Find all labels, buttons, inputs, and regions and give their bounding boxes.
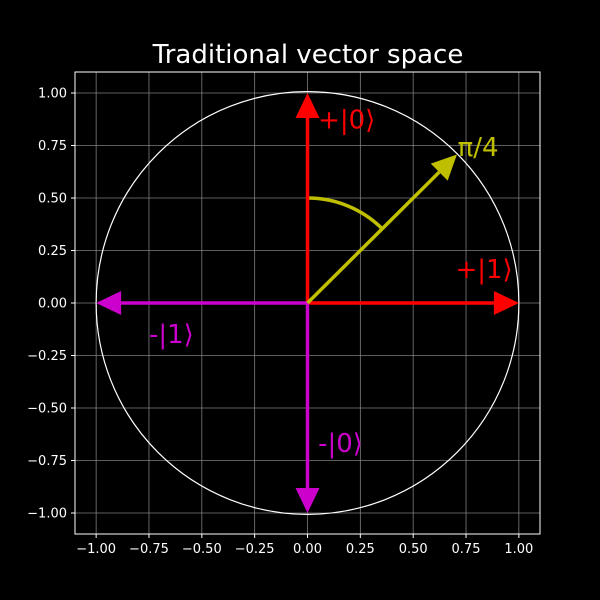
y-tick-label: −1.00 bbox=[27, 507, 67, 522]
chart-title: Traditional vector space bbox=[152, 40, 464, 70]
vector-head bbox=[430, 154, 457, 181]
vector-label: +|0⟩ bbox=[318, 106, 375, 136]
tick-layer: −1.00 −0.75 −0.50 −0.25 0.00 0.25 0.50 0.75 1.00… bbox=[27, 87, 533, 558]
vector-arrow bbox=[307, 291, 519, 315]
vector-label: +|1⟩ bbox=[455, 255, 512, 285]
x-tick-label: 1.00 bbox=[504, 542, 533, 557]
y-tick-label: −0.50 bbox=[27, 402, 67, 417]
x-tick-label: −0.50 bbox=[182, 542, 222, 557]
vector-layer bbox=[96, 93, 519, 513]
angle-arc-layer bbox=[307, 196, 384, 230]
y-tick-label: 0.50 bbox=[38, 192, 67, 207]
y-tick-label: 0.00 bbox=[38, 297, 67, 312]
vector-arrow bbox=[295, 303, 320, 513]
y-tick-label: −0.75 bbox=[27, 454, 67, 469]
vector-label: π/4 bbox=[458, 133, 499, 163]
vector-head bbox=[493, 291, 519, 315]
y-tick-label: −0.25 bbox=[27, 349, 67, 364]
vector-label-layer: +|0⟩ +|1⟩ -|1⟩ -|0⟩ π/4 bbox=[149, 106, 513, 459]
x-tick-label: 0.75 bbox=[452, 542, 481, 557]
y-tick-label: 0.25 bbox=[38, 244, 67, 259]
angle-arc bbox=[307, 196, 384, 230]
x-tick-label: 0.50 bbox=[399, 542, 428, 557]
x-tick-label: 0.00 bbox=[293, 542, 322, 557]
y-tick-label: 1.00 bbox=[38, 87, 67, 102]
x-tick-label: −0.25 bbox=[235, 542, 275, 557]
vector-head bbox=[295, 488, 320, 513]
x-tick-label: 0.25 bbox=[346, 542, 375, 557]
vector-arrow bbox=[96, 291, 308, 315]
vector-label: -|0⟩ bbox=[318, 429, 363, 459]
x-tick-label: −1.00 bbox=[76, 542, 116, 557]
vector-arrow bbox=[306, 154, 457, 305]
x-tick-label: −0.75 bbox=[129, 542, 169, 557]
vector-shaft bbox=[306, 170, 441, 305]
vector-head bbox=[295, 93, 320, 118]
vector-label: -|1⟩ bbox=[149, 320, 194, 350]
y-tick-label: 0.75 bbox=[38, 139, 67, 154]
vector-head bbox=[96, 291, 122, 315]
vector-arrow bbox=[295, 93, 320, 303]
